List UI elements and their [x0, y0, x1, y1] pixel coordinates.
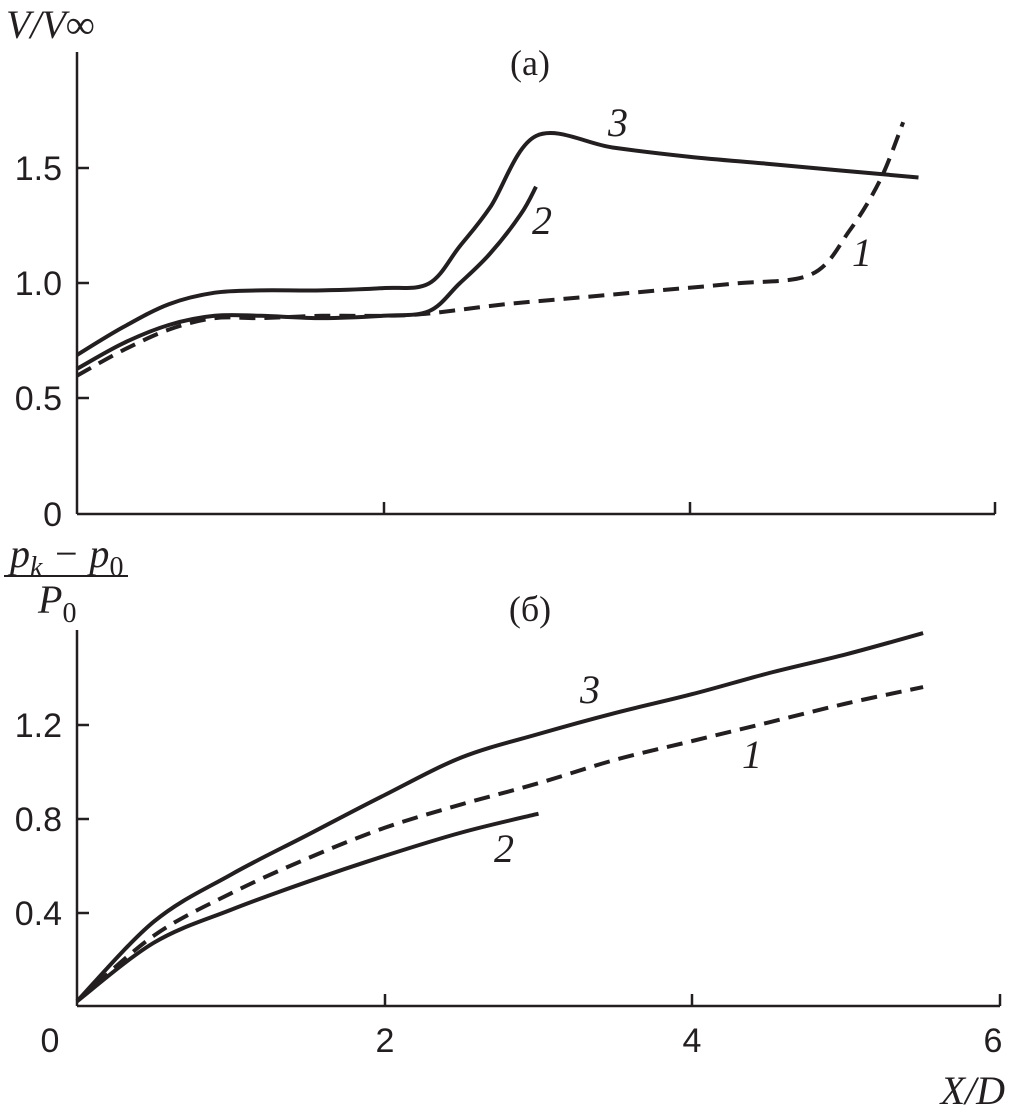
panel-b-x-tick-label: 2 [376, 1022, 395, 1060]
panel-b-y-tick-label: 0.8 [15, 801, 62, 839]
panel-a-y-tick-label: 1.0 [15, 265, 62, 303]
panel-a-series-1-line [76, 121, 906, 378]
panel-b: pk − p0 P0 (б) 0.4 0.8 1.2 0 2 4 6 X/D 3 [4, 531, 1005, 1113]
panel-a-series-2-line [76, 185, 538, 371]
panel-b-x-axis-title: X/D [939, 1068, 1006, 1113]
panel-b-x-tick-label: 6 [984, 1022, 1003, 1060]
panel-a-y-tick-label: 0.5 [15, 380, 62, 418]
panel-a: V/V∞ (a) 0 0.5 1.0 1.5 3 2 1 [6, 2, 997, 534]
panel-b-curve-label-2: 2 [494, 826, 514, 871]
panel-b-curve-label-1: 1 [742, 732, 762, 777]
panel-a-curve-label-3: 3 [607, 100, 628, 145]
panel-a-series-3-line [75, 131, 919, 357]
panel-a-curve-label-1: 1 [852, 230, 872, 275]
panel-b-series-2-line [75, 811, 539, 1003]
panel-a-y-tick-label: 1.5 [15, 150, 62, 188]
panel-b-series-1-line [75, 685, 924, 1003]
panel-a-y-axis-title: V/V∞ [6, 2, 95, 47]
panel-b-y-tick-label: 0.4 [15, 895, 62, 933]
panel-b-series-3-line [75, 631, 924, 1003]
panel-b-curve-label-3: 3 [579, 667, 600, 712]
panel-a-curve-label-2: 2 [532, 198, 552, 243]
panel-b-x-tick-label: 4 [683, 1022, 702, 1060]
panel-a-y-tick-label: 0 [43, 496, 62, 534]
panel-a-tag: (a) [510, 43, 550, 83]
panel-b-y-axis-title-denominator: P0 [37, 577, 76, 629]
panel-b-tag: (б) [509, 589, 551, 629]
panel-b-y-tick-label: 1.2 [15, 707, 62, 745]
panel-b-x-tick-label: 0 [41, 1022, 60, 1060]
